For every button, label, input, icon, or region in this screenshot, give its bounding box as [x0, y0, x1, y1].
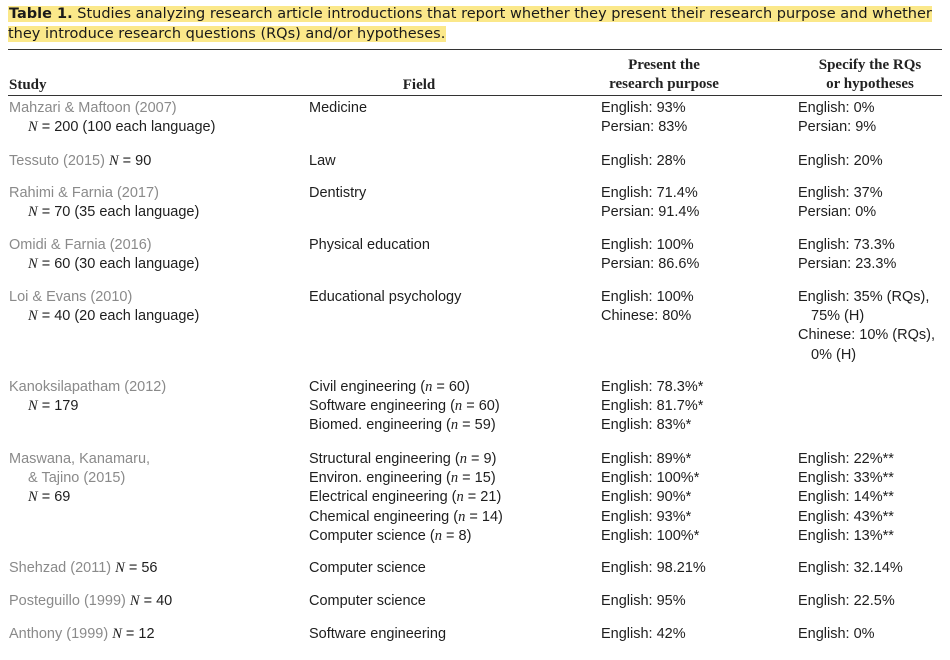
study-name-line-2: & Tajino (2015) — [28, 470, 126, 487]
study-cell: Loi & Evans (2010) N = 40 (20 each langu… — [9, 288, 199, 326]
study-sample: N = 69 — [28, 489, 71, 506]
study-sample: N = 200 (100 each language) — [28, 119, 216, 136]
caption-label: Table 1. — [9, 6, 73, 22]
caption-highlight: Table 1. Studies analyzing research arti… — [8, 6, 932, 42]
header-study: Study — [9, 77, 47, 93]
header-rule — [8, 95, 942, 96]
field-cell: Software engineering — [309, 626, 447, 642]
table-caption: Table 1. Studies analyzing research arti… — [8, 4, 942, 44]
study-name: Anthony (1999) — [9, 626, 109, 642]
field-cell: Law — [309, 153, 336, 169]
purpose-cell: English: 89%* English: 100%* English: 90… — [601, 451, 700, 544]
study-name: Posteguillo (1999) — [9, 593, 126, 609]
field-cell: Computer science — [309, 593, 426, 609]
field-cell: Educational psychology — [309, 289, 462, 305]
study-sample: N = 40 (20 each language) — [28, 308, 200, 325]
header-rqs-line-2: or hypotheses — [826, 76, 914, 92]
study-cell: Kanoksilapatham (2012) N = 179 — [9, 378, 166, 416]
rqs-cell: English: 22%** English: 33%** English: 1… — [798, 451, 894, 544]
rqs-cell: English: 35% (RQs), 75% (H) Chinese: 10%… — [798, 289, 935, 363]
study-name-line-1: Maswana, Kanamaru, — [9, 451, 151, 467]
study-cell: Omidi & Farnia (2016) N = 60 (30 each la… — [9, 236, 199, 274]
rqs-cell: English: 37% Persian: 0% — [798, 185, 883, 221]
study-cell: Rahimi & Farnia (2017) N = 70 (35 each l… — [9, 184, 199, 222]
purpose-cell: English: 98.21% — [601, 560, 706, 576]
purpose-cell: English: 28% — [601, 153, 686, 169]
field-cell: Structural engineering (n = 9) Environ. … — [309, 451, 503, 544]
rqs-cell: English: 32.14% — [798, 560, 903, 576]
purpose-cell: English: 100% Persian: 86.6% — [601, 237, 700, 273]
purpose-cell: English: 93% Persian: 83% — [601, 100, 688, 136]
field-cell: Dentistry — [309, 185, 367, 201]
header-field: Field — [402, 77, 436, 93]
header-rqs: Specify the RQs or hypotheses — [790, 56, 950, 94]
purpose-cell: English: 100% Chinese: 80% — [601, 289, 694, 325]
study-name: Mahzari & Maftoon (2007) — [9, 100, 177, 116]
study-sample: N = 179 — [28, 398, 79, 415]
study-sample: N = 60 (30 each language) — [28, 256, 200, 273]
purpose-cell: English: 78.3%* English: 81.7%* English:… — [601, 379, 704, 434]
rqs-cell: English: 22.5% — [798, 593, 895, 609]
field-cell: Medicine — [309, 100, 368, 116]
header-rqs-line-1: Specify the RQs — [818, 57, 922, 73]
rqs-cell: English: 0% Persian: 9% — [798, 100, 877, 136]
study-cell: Posteguillo (1999) N = 40 — [9, 593, 173, 609]
field-cell: Civil engineering (n = 60) Software engi… — [309, 379, 500, 434]
rqs-cell: English: 0% — [798, 626, 875, 642]
header-purpose-line-2: research purpose — [609, 76, 719, 92]
study-cell: Maswana, Kanamaru, & Tajino (2015) N = 6… — [9, 450, 150, 508]
caption-text: Studies analyzing research article intro… — [8, 6, 932, 42]
study-name: Tessuto (2015) — [9, 153, 105, 169]
header-purpose: Present the research purpose — [584, 56, 744, 94]
study-cell: Tessuto (2015) N = 90 — [9, 153, 152, 169]
top-rule — [8, 49, 942, 50]
rqs-cell: English: 20% — [798, 153, 883, 169]
field-cell: Physical education — [309, 237, 430, 253]
purpose-cell: English: 42% — [601, 626, 686, 642]
field-cell: Computer science — [309, 560, 426, 576]
study-cell: Shehzad (2011) N = 56 — [9, 560, 158, 576]
rqs-cell: English: 73.3% Persian: 23.3% — [798, 237, 897, 273]
study-name: Omidi & Farnia (2016) — [9, 237, 152, 253]
study-name: Rahimi & Farnia (2017) — [9, 185, 159, 201]
purpose-cell: English: 95% — [601, 593, 686, 609]
study-name: Kanoksilapatham (2012) — [9, 379, 167, 395]
purpose-cell: English: 71.4% Persian: 91.4% — [601, 185, 700, 221]
study-name: Shehzad (2011) — [9, 560, 112, 576]
header-purpose-line-1: Present the — [628, 57, 700, 73]
study-name: Loi & Evans (2010) — [9, 289, 133, 305]
study-cell: Anthony (1999) N = 12 — [9, 626, 155, 642]
study-sample: N = 70 (35 each language) — [28, 204, 200, 221]
study-cell: Mahzari & Maftoon (2007) N = 200 (100 ea… — [9, 99, 215, 137]
